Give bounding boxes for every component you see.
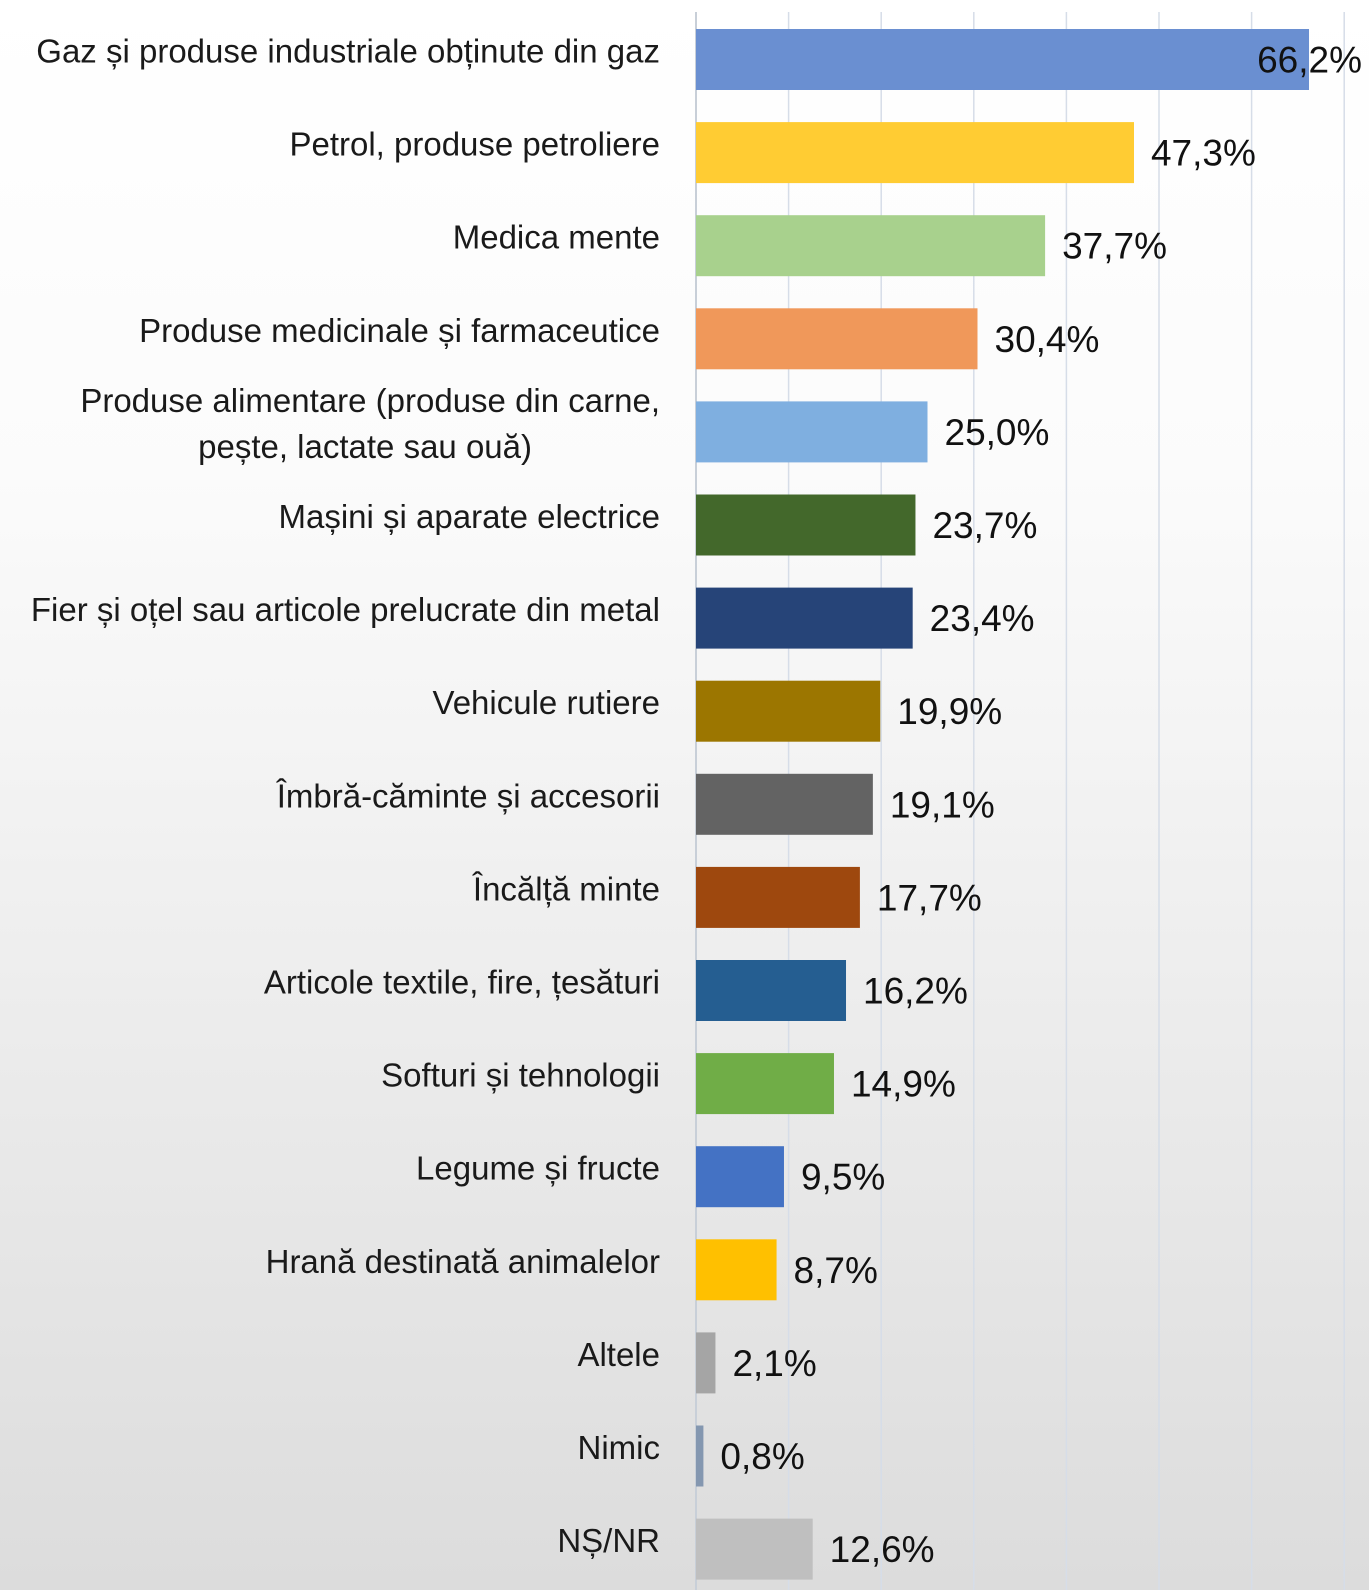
bar-4	[696, 401, 928, 463]
bar-16	[696, 1518, 813, 1580]
bar-13	[696, 1239, 777, 1301]
value-label-11: 14,9%	[851, 1064, 956, 1105]
category-label-8: Îmbră-căminte și accesorii	[276, 777, 660, 814]
value-label-9: 17,7%	[877, 877, 982, 918]
category-label-14: Altele	[577, 1336, 660, 1373]
value-label-14: 2,1%	[732, 1343, 816, 1384]
value-label-7: 19,9%	[897, 691, 1002, 732]
category-label-13: Hrană destinată animalelor	[266, 1243, 660, 1280]
value-label-2: 37,7%	[1062, 226, 1167, 267]
category-label-2: Medica mente	[453, 219, 660, 256]
value-label-16: 12,6%	[830, 1529, 935, 1570]
bar-1	[696, 122, 1134, 184]
value-label-8: 19,1%	[890, 784, 995, 825]
category-label-7: Vehicule rutiere	[433, 684, 660, 721]
category-label-4: Produse alimentare (produse din carne, pe…	[80, 382, 660, 465]
category-label-9: Încălță minte	[472, 870, 660, 907]
bar-3	[696, 308, 978, 370]
value-label-10: 16,2%	[863, 971, 968, 1012]
value-label-6: 23,4%	[930, 598, 1035, 639]
value-label-13: 8,7%	[794, 1250, 878, 1291]
value-label-5: 23,7%	[932, 505, 1037, 546]
value-label-4: 25,0%	[945, 412, 1050, 453]
category-label-12: Legume și fructe	[416, 1150, 660, 1187]
bar-10	[696, 960, 847, 1021]
bar-11	[696, 1053, 834, 1115]
bar-layer	[696, 29, 1310, 1580]
value-label-0: 66,2%	[1257, 40, 1362, 81]
category-label-6: Fier și oțel sau articole prelucrate din…	[31, 591, 660, 628]
value-label-15: 0,8%	[720, 1436, 804, 1477]
value-label-12: 9,5%	[801, 1157, 885, 1198]
category-label-11: Softuri și tehnologii	[381, 1057, 660, 1094]
bar-7	[696, 680, 881, 742]
bar-6	[696, 587, 913, 649]
category-label-15: Nimic	[578, 1429, 660, 1466]
bar-15	[696, 1425, 704, 1487]
label-layer: 66,2% Gaz și produse industriale obținute…	[31, 33, 1362, 1571]
bar-5	[696, 494, 916, 556]
category-label-5: Mașini și aparate electrice	[279, 498, 661, 535]
category-label-16: NȘ/NR	[557, 1522, 660, 1559]
value-label-3: 30,4%	[995, 319, 1100, 360]
bar-8	[696, 773, 873, 835]
bar-12	[696, 1146, 784, 1208]
value-label-1: 47,3%	[1151, 133, 1256, 174]
bar-0	[696, 29, 1310, 90]
bar-14	[696, 1332, 716, 1394]
category-label-10: Articole textile, fire, țesături	[264, 964, 660, 1001]
category-label-0: Gaz și produse industriale obținute din …	[36, 33, 660, 70]
bar-9	[696, 866, 860, 928]
bar-2	[696, 215, 1046, 277]
category-label-3: Produse medicinale și farmaceutice	[139, 312, 660, 349]
category-label-1: Petrol, produse petroliere	[289, 126, 660, 163]
